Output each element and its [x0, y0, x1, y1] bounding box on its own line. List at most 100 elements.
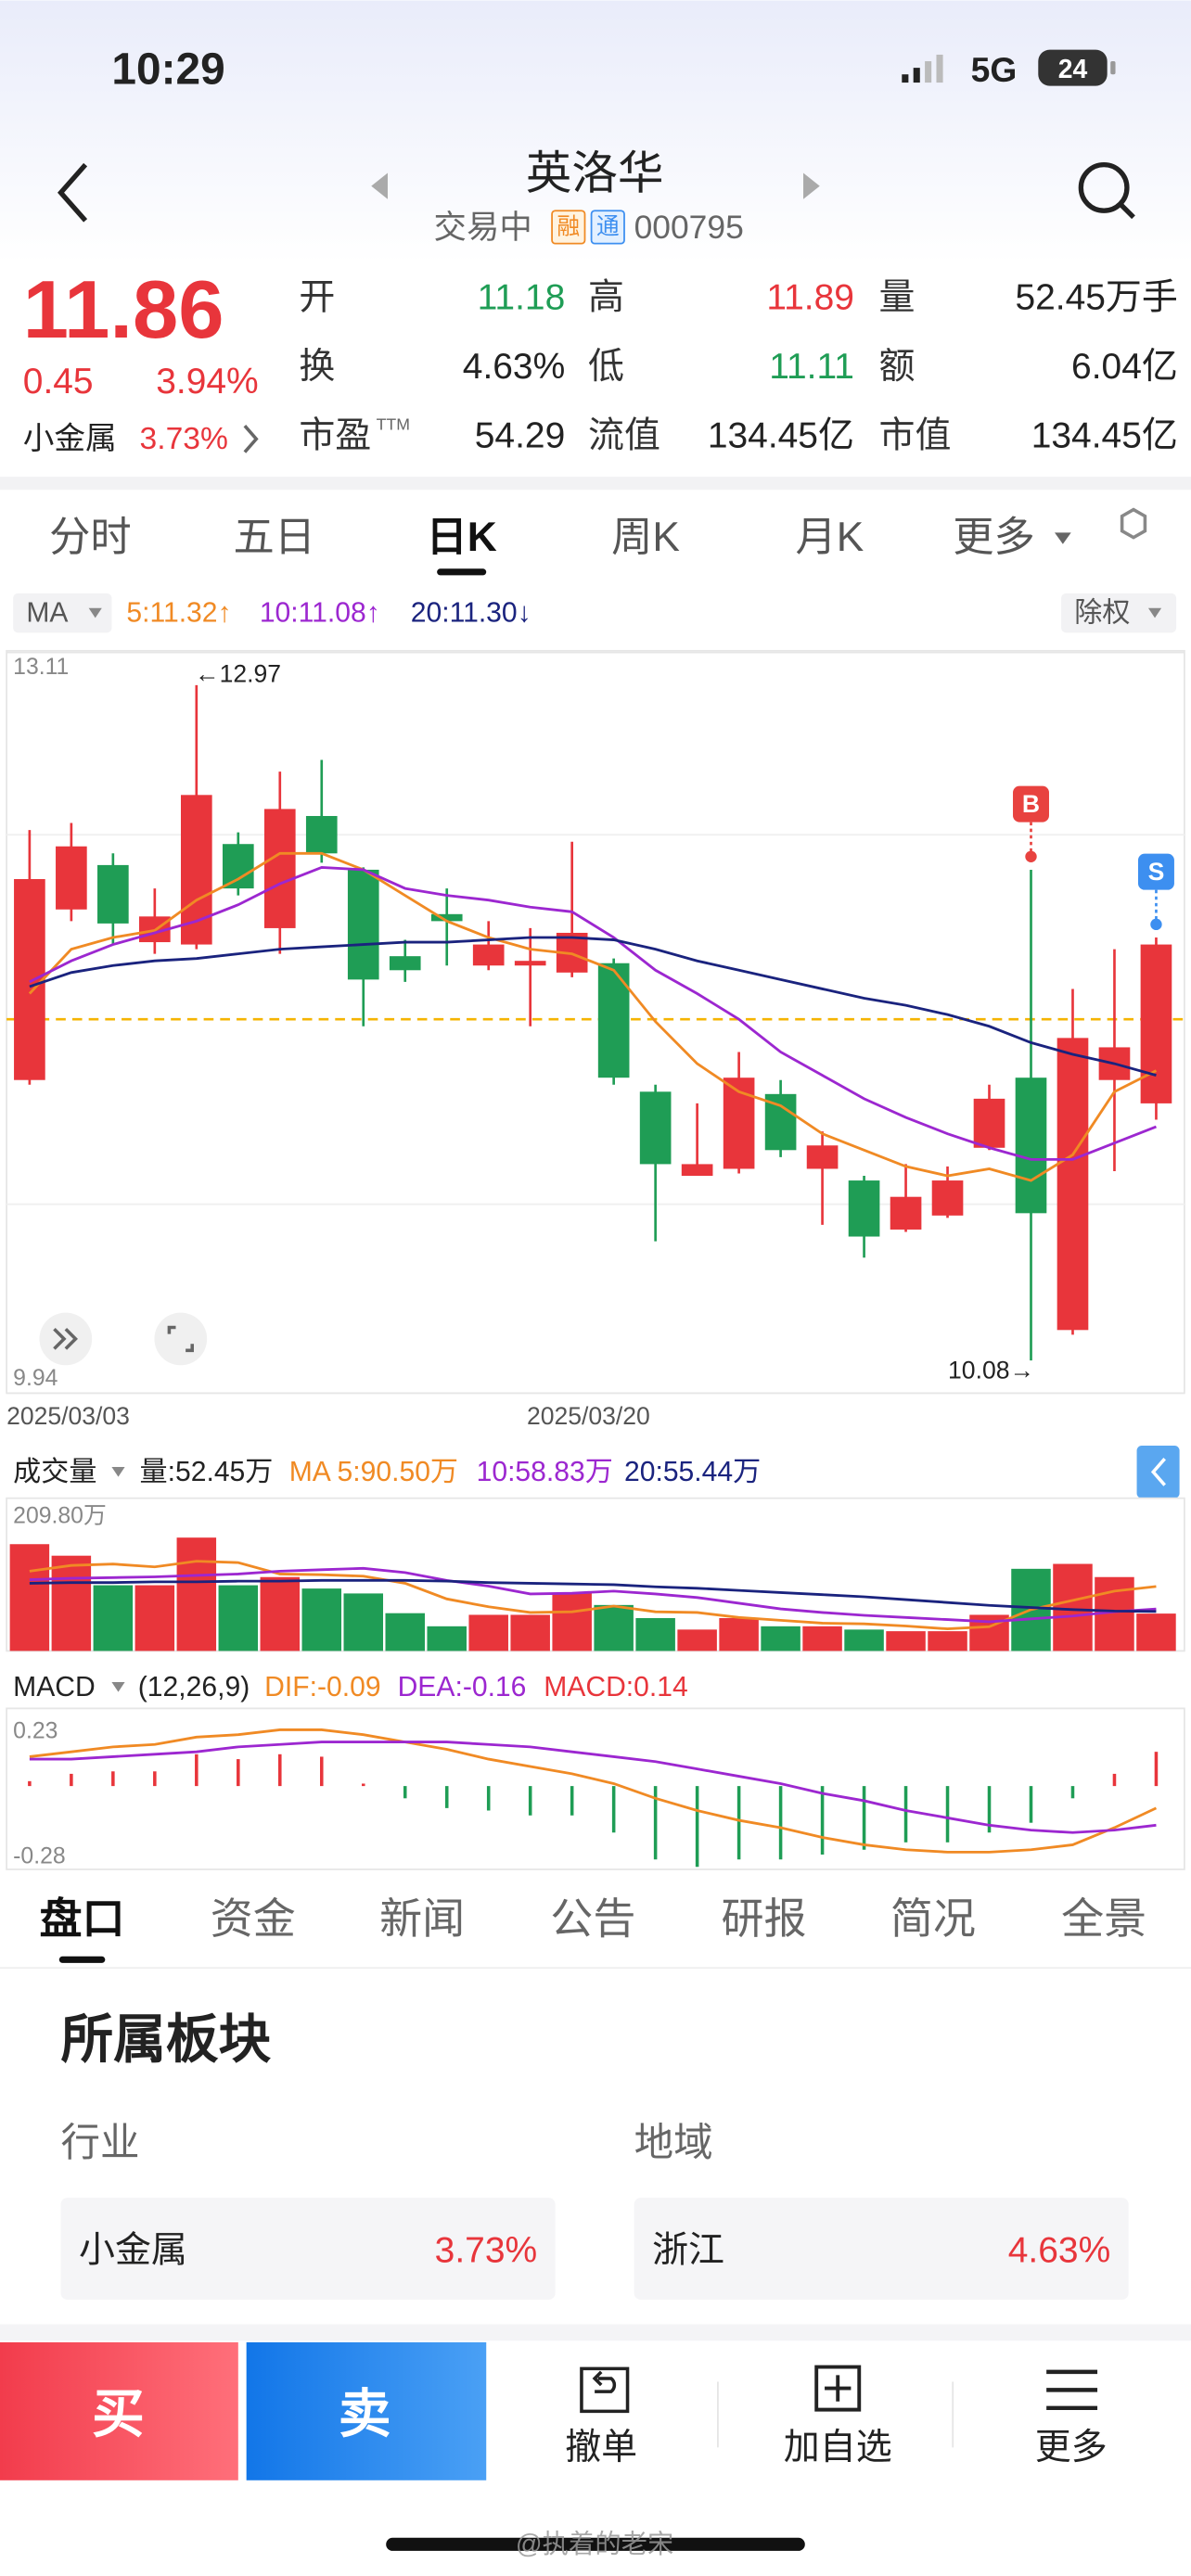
add-icon: [814, 2365, 862, 2412]
field-label: 市盈: [299, 415, 371, 455]
volume-bar: [761, 1626, 800, 1651]
legend-entry: 20:55.44万: [624, 1457, 761, 1487]
indicator-name: MA: [26, 598, 69, 629]
chart-tab[interactable]: 更多: [953, 515, 1035, 560]
search-handle: [1118, 202, 1135, 220]
action-label[interactable]: 卖: [339, 2385, 391, 2443]
info-tab[interactable]: 全景: [1061, 1894, 1146, 1943]
action-label[interactable]: 更多: [1035, 2428, 1108, 2468]
volume-bar: [427, 1626, 467, 1651]
volume-bar: [176, 1537, 217, 1651]
signal-label: B: [1022, 790, 1040, 818]
fullscreen-button[interactable]: [154, 1312, 208, 1366]
adjust-select[interactable]: [1061, 593, 1177, 633]
volume-bar: [343, 1593, 384, 1651]
info-tab[interactable]: 资金: [211, 1894, 296, 1943]
info-tab[interactable]: 简况: [890, 1894, 976, 1943]
dropdown-arrow: [88, 607, 102, 618]
candle-body: [347, 869, 379, 980]
ma-line: [29, 1578, 1157, 1613]
field-label-sup: TTM: [377, 414, 410, 433]
chart-tab[interactable]: 五日: [233, 515, 315, 560]
volume-bar: [51, 1555, 92, 1651]
signal-icon: [902, 54, 943, 83]
back-button[interactable]: [57, 162, 88, 223]
signal-dot: [1150, 918, 1162, 931]
battery-tip: [1110, 61, 1116, 75]
ma-line: [29, 1741, 1157, 1834]
sector-name: 小金属: [79, 2230, 187, 2270]
candle-body: [472, 944, 505, 966]
volume-bar: [301, 1588, 342, 1651]
ma-line: [29, 865, 1157, 1161]
info-tab[interactable]: 新闻: [379, 1894, 465, 1943]
action-label[interactable]: 撤单: [565, 2428, 637, 2468]
field-value: 11.89: [766, 278, 854, 318]
cancel-icon: [580, 2366, 630, 2414]
legend-entry: 10:58.83万: [477, 1457, 613, 1487]
side-toggle-icon: [1150, 1458, 1166, 1486]
more-icon: [1046, 2369, 1098, 2411]
chart-tab[interactable]: 月K: [795, 515, 864, 560]
candle-body: [180, 795, 212, 945]
field-label: 高: [588, 278, 624, 318]
max-annotation: ←12.97: [195, 659, 281, 687]
sector-card[interactable]: [60, 2198, 556, 2300]
section-title: 所属板块: [61, 2011, 272, 2070]
field-label: 流值: [588, 415, 660, 455]
volume-title: 成交量: [13, 1457, 96, 1487]
volume-bar: [928, 1631, 967, 1651]
y-tick-label: -0.28: [13, 1843, 65, 1868]
sector-name: 浙江: [652, 2230, 724, 2270]
info-tab[interactable]: 盘口: [40, 1894, 125, 1943]
next-stock[interactable]: [803, 172, 820, 199]
info-tab[interactable]: 研报: [721, 1894, 806, 1943]
tab-underline: [437, 568, 487, 576]
sector-card[interactable]: [634, 2198, 1129, 2300]
dropdown-arrow: [1147, 607, 1162, 618]
chart-tab[interactable]: 周K: [611, 515, 680, 560]
sector-pct: 3.73%: [435, 2230, 537, 2270]
field-value: 11.11: [769, 347, 854, 387]
badge: [551, 210, 586, 245]
signal-badge: [1137, 853, 1174, 890]
action-label[interactable]: 买: [92, 2385, 145, 2443]
group-label: 地域: [634, 2122, 713, 2165]
signal-dot: [1025, 850, 1037, 862]
sell-button[interactable]: [246, 2342, 487, 2480]
indicator-select[interactable]: [13, 593, 112, 633]
buy-button[interactable]: [0, 2342, 238, 2480]
volume-bar: [844, 1629, 884, 1651]
field-value: 54.29: [475, 415, 565, 455]
search-button[interactable]: [1078, 161, 1130, 213]
settings-icon[interactable]: [1120, 507, 1147, 540]
candle-body: [681, 1164, 713, 1177]
macd-panel: [6, 1707, 1185, 1870]
expand-icon: [53, 1328, 78, 1350]
battery-level: 24: [1058, 55, 1088, 84]
chart-tab[interactable]: 日K: [427, 515, 497, 560]
volume-label: 量:52.45万: [140, 1457, 274, 1487]
min-annotation: 10.08→: [948, 1357, 1034, 1384]
volume-bar: [635, 1617, 675, 1651]
ma-line: [28, 851, 1158, 1182]
chart-tab[interactable]: 分时: [49, 515, 132, 560]
dropdown-arrow: [111, 1467, 125, 1477]
price: 11.86: [23, 263, 224, 355]
prev-stock[interactable]: [371, 172, 388, 199]
adjust-name: 除权: [1074, 598, 1130, 629]
legend-entry: MA 5:90.50万: [289, 1457, 458, 1487]
candle-body: [848, 1180, 880, 1237]
fullscreen-icon: [167, 1325, 194, 1353]
candle-body: [97, 864, 129, 924]
action-label[interactable]: 加自选: [784, 2428, 892, 2468]
side-toggle[interactable]: [1136, 1446, 1180, 1498]
ma-line: [29, 1566, 1157, 1624]
legend-entry: 5:11.32↑: [126, 598, 231, 629]
info-tab[interactable]: 公告: [550, 1894, 635, 1943]
candle-body: [597, 963, 630, 1078]
candle-body: [973, 1098, 1005, 1148]
field-label: 换: [299, 347, 335, 387]
sector[interactable]: 小金属: [23, 421, 117, 456]
